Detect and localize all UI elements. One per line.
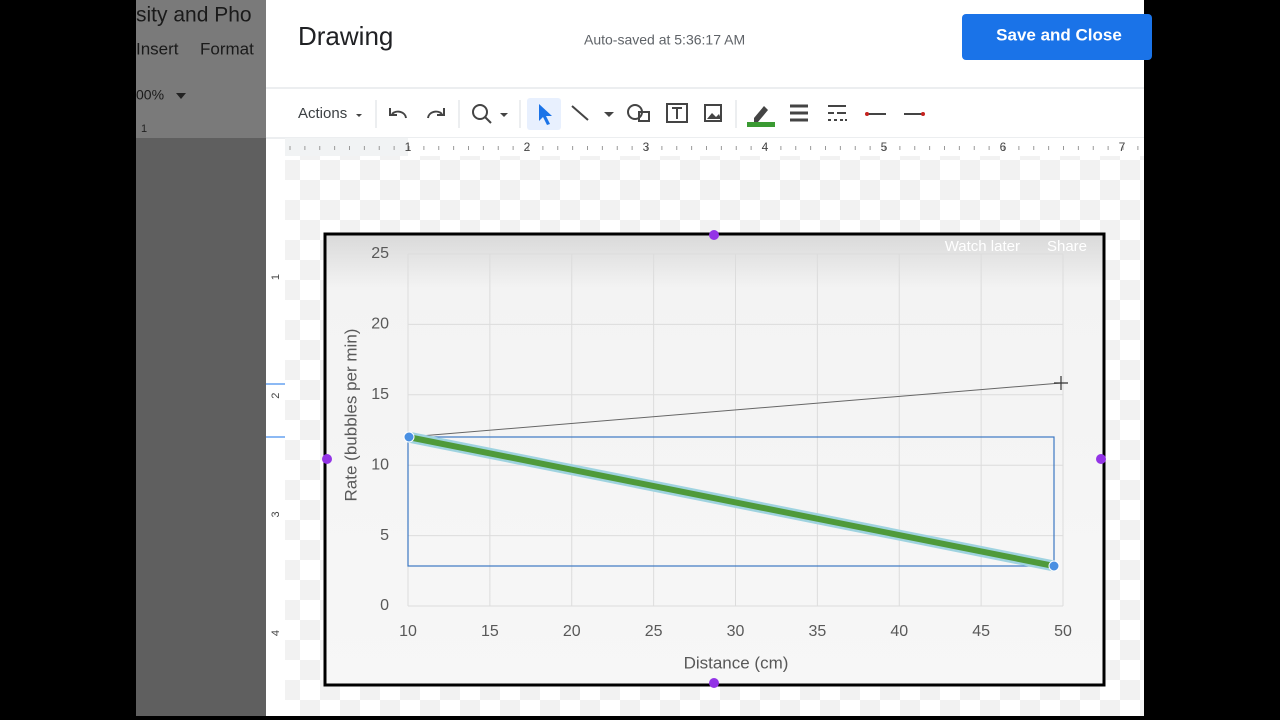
ruler-label: 4: [270, 630, 282, 636]
resize-handle[interactable]: [1096, 454, 1106, 464]
horizontal-ruler: [285, 138, 1144, 156]
crosshair-cursor: [1054, 376, 1068, 390]
drawn-thin-line[interactable]: [407, 382, 1062, 438]
y-tick-label: 5: [380, 527, 389, 544]
doc-header: [136, 0, 266, 140]
doc-title: sity and Pho: [136, 4, 252, 27]
save-close-button[interactable]: [962, 14, 1152, 60]
dialog-title: Drawing: [298, 21, 393, 51]
doc-page-area: [136, 138, 266, 716]
x-tick-label: 30: [727, 623, 745, 640]
ruler-label: 4: [762, 140, 769, 154]
y-tick-label: 20: [371, 316, 389, 333]
drawn-green-line[interactable]: [407, 434, 1055, 569]
actions-caret: [356, 114, 362, 117]
save-close-label[interactable]: Save and Close: [996, 25, 1122, 44]
line-handle[interactable]: [403, 431, 415, 443]
ruler-label: 6: [1000, 140, 1007, 154]
chart-image[interactable]: [323, 232, 1106, 687]
x-tick-label: 15: [481, 623, 499, 640]
y-tick-label: 15: [371, 386, 389, 403]
toolbar-icons: [375, 98, 925, 130]
ruler-label: 2: [270, 393, 282, 399]
resize-handle[interactable]: [322, 454, 332, 464]
vertical-ruler: [266, 156, 285, 716]
x-axis-title: Distance (cm): [684, 653, 789, 672]
ruler-label: 7: [1119, 140, 1126, 154]
ruler-margin: [285, 138, 408, 156]
x-tick-label: 50: [1054, 623, 1072, 640]
y-tick-label: 10: [371, 456, 389, 473]
x-tick-label: 25: [645, 623, 663, 640]
resize-handle[interactable]: [709, 678, 719, 688]
chart: 0 5 10 15 20 25 10 15 20 25 30 35 40 45 50: [371, 245, 1072, 640]
ruler-label: 1: [405, 140, 412, 154]
menu-item[interactable]: Format: [200, 39, 254, 58]
resize-handle[interactable]: [709, 230, 719, 240]
textbox-tool[interactable]: [666, 103, 688, 123]
zoom-caret: [176, 93, 186, 99]
autosave-status: Auto-saved at 5:36:17 AM: [584, 32, 745, 48]
actions-menu[interactable]: Actions: [298, 105, 347, 122]
x-tick-label: 45: [972, 623, 990, 640]
watch-later[interactable]: Watch later: [945, 238, 1020, 255]
x-tick-label: 40: [890, 623, 908, 640]
line-dash-tool[interactable]: [828, 105, 847, 121]
share[interactable]: Share: [1047, 238, 1087, 255]
y-tick-label: 0: [380, 597, 389, 614]
line-handle[interactable]: [1048, 560, 1060, 572]
horizontal-ruler-labels: 1 2 3 4 5 6 7: [289, 140, 1139, 154]
zoom-icon[interactable]: [472, 104, 488, 120]
line-color-tool[interactable]: [754, 106, 768, 122]
ruler-label: 3: [270, 511, 282, 517]
image-tool[interactable]: [704, 104, 722, 122]
selection-box: [407, 436, 1055, 567]
redo-icon[interactable]: [427, 108, 445, 119]
menu-item[interactable]: Insert: [136, 39, 179, 58]
line-tool[interactable]: [571, 105, 589, 121]
doc-ruler-label: 1: [141, 123, 147, 135]
zoom[interactable]: 00%: [136, 87, 164, 103]
line-weight-tool[interactable]: [790, 104, 808, 122]
undo-icon[interactable]: [389, 108, 407, 119]
vertical-ruler-labels: 1 2 3 4: [270, 274, 282, 636]
x-tick-label: 20: [563, 623, 581, 640]
ruler-label: 2: [524, 140, 531, 154]
ruler-label: 1: [270, 274, 282, 280]
x-tick-label: 10: [399, 623, 417, 640]
x-tick-label: 35: [808, 623, 826, 640]
ruler-label: 3: [643, 140, 650, 154]
y-axis-title: Rate (bubbles per min): [341, 329, 360, 502]
ruler-label: 5: [881, 140, 888, 154]
y-tick-label: 25: [371, 245, 389, 262]
